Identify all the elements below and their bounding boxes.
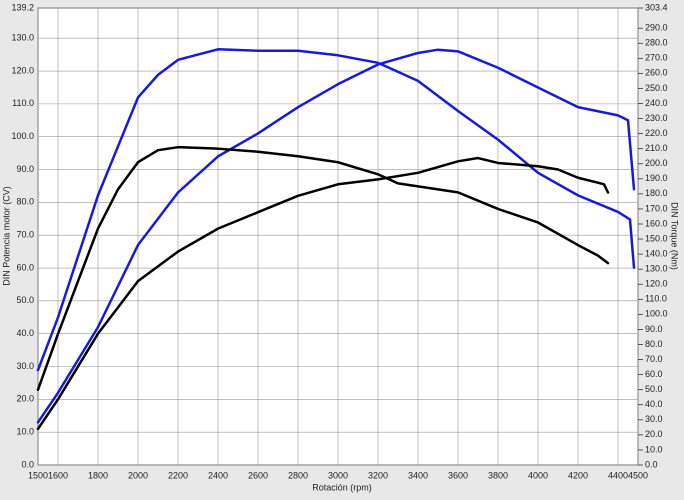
y-tick-label: 90.0: [16, 164, 34, 174]
y2-tick-label: 170.0: [645, 203, 668, 213]
x-axis-label: Rotación (rpm): [312, 482, 372, 492]
y2-axis-label: DIN Torque (Nm): [670, 202, 680, 270]
y-tick-label: 139.2: [11, 2, 34, 12]
y2-tick-label: 290.0: [645, 23, 668, 33]
y2-tick-label: 120.0: [645, 279, 668, 289]
y2-tick-label: 50.0: [645, 384, 663, 394]
curve: [36, 48, 636, 372]
y-tick-label: 80.0: [16, 197, 34, 207]
y2-tick-label: 150.0: [645, 233, 668, 243]
y2-tick-label: 110.0: [645, 294, 667, 304]
x-tick-label: 3400: [408, 470, 428, 480]
y2-tick-label: 130.0: [645, 264, 668, 274]
x-tick-label: 3800: [488, 470, 508, 480]
x-tick-label: 1600: [48, 470, 68, 480]
y-axis-label: DIN Potencia motor (CV): [1, 186, 11, 286]
y2-tick-label: 210.0: [645, 143, 668, 153]
y-tick-label: 20.0: [16, 394, 34, 404]
x-tick-label: 2000: [128, 470, 148, 480]
y2-tick-label: 40.0: [645, 399, 663, 409]
curve: [36, 48, 636, 424]
y2-tick-label: 20.0: [645, 429, 663, 439]
y2-tick-label: 70.0: [645, 354, 663, 364]
x-tick-label: 4400: [608, 470, 628, 480]
y2-tick-label: 280.0: [645, 38, 668, 48]
x-tick-label: 4200: [568, 470, 588, 480]
y2-tick-label: 190.0: [645, 173, 668, 183]
x-tick-label: 4000: [528, 470, 548, 480]
y2-tick-label: 250.0: [645, 83, 668, 93]
x-tick-label: 2200: [168, 470, 188, 480]
y-tick-label: 110.0: [12, 98, 34, 108]
y-tick-label: 120.0: [11, 65, 34, 75]
y-tick-label: 30.0: [16, 361, 34, 371]
y2-tick-label: 220.0: [645, 128, 668, 138]
y2-tick-label: 260.0: [645, 68, 668, 78]
y2-tick-label: 240.0: [645, 98, 668, 108]
y2-tick-label: 200.0: [645, 158, 668, 168]
y2-tick-label: 90.0: [645, 324, 663, 334]
y2-tick-label: 30.0: [645, 414, 663, 424]
y2-tick-label: 180.0: [645, 188, 668, 198]
x-tick-label: 2600: [248, 470, 268, 480]
y-tick-label: 50.0: [16, 295, 34, 305]
y2-tick-label: 80.0: [645, 339, 663, 349]
y2-tick-label: 160.0: [645, 218, 668, 228]
y2-tick-label: 140.0: [645, 248, 668, 258]
curve: [36, 145, 610, 391]
x-tick-label: 1800: [88, 470, 108, 480]
y-tick-label: 10.0: [16, 427, 34, 437]
y2-tick-label: 0.0: [645, 459, 658, 469]
y2-tick-label: 303.4: [645, 2, 668, 12]
y-tick-label: 130.0: [11, 33, 34, 43]
y-tick-label: 100.0: [11, 131, 34, 141]
x-tick-label: 3200: [368, 470, 388, 480]
x-tick-label: 2800: [288, 470, 308, 480]
y-tick-label: 70.0: [16, 230, 34, 240]
y2-tick-label: 10.0: [645, 444, 663, 454]
x-tick-label: 4500: [628, 470, 648, 480]
y2-tick-label: 230.0: [645, 113, 668, 123]
y2-tick-label: 270.0: [645, 53, 668, 63]
y-tick-label: 0.0: [21, 459, 34, 469]
x-tick-label: 3000: [328, 470, 348, 480]
x-tick-label: 1500: [28, 470, 48, 480]
y-tick-label: 60.0: [16, 262, 34, 272]
y2-tick-label: 100.0: [645, 309, 668, 319]
y2-tick-label: 60.0: [645, 369, 663, 379]
x-tick-label: 2400: [208, 470, 228, 480]
curve: [36, 156, 610, 431]
y-tick-label: 40.0: [16, 328, 34, 338]
x-tick-label: 3600: [448, 470, 468, 480]
